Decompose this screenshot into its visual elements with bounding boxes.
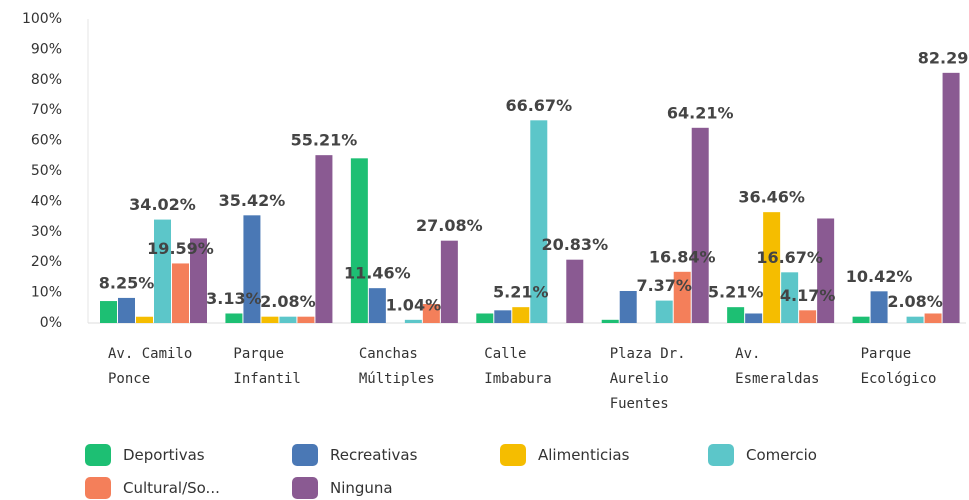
- y-tick-label: 60%: [31, 133, 62, 149]
- x-tick-label: Av. Camilo Ponce: [108, 346, 193, 387]
- x-tick-label: Parque Ecológico: [860, 346, 937, 387]
- data-label: 82.29%: [918, 48, 969, 67]
- bar: [781, 272, 799, 323]
- legend-label: Alimenticias: [538, 446, 630, 464]
- bar: [512, 307, 530, 323]
- bar: [870, 291, 888, 323]
- data-label: 16.84%: [649, 247, 716, 266]
- bar: [297, 316, 315, 323]
- bar: [136, 316, 153, 323]
- y-tick-label: 50%: [31, 163, 62, 179]
- bar: [225, 313, 243, 323]
- y-tick-label: 90%: [31, 41, 62, 57]
- bar: [350, 158, 368, 323]
- y-tick-label: 10%: [31, 285, 62, 301]
- bar: [368, 288, 386, 323]
- bar: [190, 238, 207, 323]
- legend-item: Deportivas: [85, 444, 205, 466]
- legend-label: Recreativas: [330, 446, 418, 464]
- data-label: 5.21%: [493, 283, 549, 302]
- x-tick-label: Plaza Dr. Aurelio Fuentes: [609, 346, 686, 412]
- data-label: 2.08%: [260, 292, 316, 311]
- bar: [476, 313, 494, 323]
- legend-item: Comercio: [708, 444, 817, 466]
- data-label: 4.17%: [780, 286, 836, 305]
- bar: [924, 313, 942, 323]
- bar: [494, 310, 512, 323]
- bar: [745, 313, 763, 323]
- bar: [100, 301, 117, 323]
- bar: [422, 304, 440, 323]
- bar: [154, 219, 171, 323]
- y-tick-label: 80%: [31, 72, 62, 88]
- data-label: 19.59%: [147, 239, 214, 258]
- data-label: 8.25%: [99, 273, 155, 292]
- data-label: 5.21%: [708, 283, 764, 302]
- legend-item: Cultural/So...: [85, 477, 220, 499]
- data-label: 7.37%: [636, 276, 692, 295]
- y-tick-label: 0%: [40, 315, 62, 331]
- bar: [243, 215, 261, 323]
- bar: [261, 316, 279, 323]
- data-label: 66.67%: [505, 96, 572, 115]
- bar: [172, 263, 189, 323]
- legend-item: Recreativas: [292, 444, 417, 466]
- y-tick-label: 70%: [31, 102, 62, 118]
- y-tick-label: 100%: [22, 11, 62, 27]
- data-label: 34.02%: [129, 195, 196, 214]
- data-label: 10.42%: [846, 267, 913, 286]
- bar: [727, 307, 745, 323]
- legend-swatch: [500, 444, 526, 466]
- x-tick-label: Parque Infantil: [233, 346, 301, 387]
- y-tick-label: 20%: [31, 254, 62, 270]
- bar: [817, 218, 835, 323]
- bar: [942, 72, 960, 323]
- x-tick-label: Calle Imbabura: [484, 346, 552, 387]
- data-label: 16.67%: [756, 248, 823, 267]
- legend-item: Ninguna: [292, 477, 393, 499]
- chart-plot: 0% 10% 20% 30% 40% 50% 60% 70% 80% 90% 100% 8.25% 34…: [22, 11, 969, 331]
- legend-label: Cultural/So...: [123, 479, 220, 497]
- bar: [763, 212, 781, 323]
- bar: [530, 120, 548, 323]
- legend-item: Alimenticias: [500, 444, 629, 466]
- data-label: 3.13%: [206, 289, 262, 308]
- data-label: 36.46%: [738, 188, 805, 207]
- legend-swatch: [292, 444, 318, 466]
- bar: [279, 316, 297, 323]
- bar: [440, 240, 458, 323]
- legend-swatch: [708, 444, 734, 466]
- data-label: 55.21%: [291, 131, 358, 150]
- bar: [315, 155, 333, 323]
- legend-swatch: [292, 477, 318, 499]
- legend-label: Comercio: [746, 446, 817, 464]
- bar: [906, 316, 924, 323]
- data-label: 20.83%: [541, 235, 608, 254]
- bar: [619, 290, 637, 323]
- bar: [655, 300, 673, 323]
- bar: [852, 316, 870, 323]
- bar: [118, 297, 135, 323]
- bar: [566, 259, 584, 323]
- data-label: 1.04%: [386, 295, 442, 314]
- bar: [691, 127, 709, 323]
- legend-swatch: [85, 477, 111, 499]
- y-tick-label: 30%: [31, 224, 62, 240]
- legend-label: Deportivas: [123, 446, 205, 464]
- legend-swatch: [85, 444, 111, 466]
- bar: [673, 271, 691, 323]
- bar: [601, 319, 619, 323]
- data-label: 64.21%: [667, 103, 734, 122]
- data-label: 11.46%: [344, 264, 411, 283]
- bar: [404, 319, 422, 323]
- legend-label: Ninguna: [330, 479, 393, 497]
- y-tick-label: 40%: [31, 193, 62, 209]
- data-label: 35.42%: [219, 191, 286, 210]
- data-label: 2.08%: [887, 292, 943, 311]
- x-tick-label: Av. Esmeraldas: [735, 346, 820, 387]
- data-label: 27.08%: [416, 216, 483, 235]
- x-tick-label: Canchas Múltiples: [358, 346, 435, 387]
- bar: [799, 310, 817, 323]
